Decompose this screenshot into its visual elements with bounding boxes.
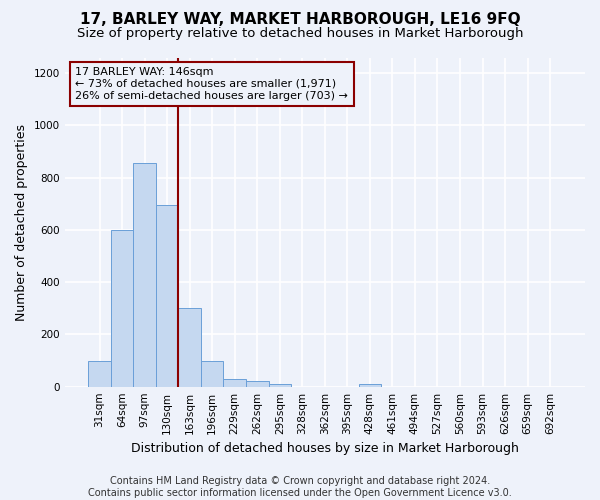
Bar: [359, 384, 381, 386]
Bar: [201, 360, 223, 386]
Bar: [223, 379, 246, 386]
Y-axis label: Number of detached properties: Number of detached properties: [15, 124, 28, 320]
Bar: [246, 382, 269, 386]
Text: Size of property relative to detached houses in Market Harborough: Size of property relative to detached ho…: [77, 28, 523, 40]
Bar: [178, 308, 201, 386]
Bar: [269, 384, 291, 386]
Text: 17, BARLEY WAY, MARKET HARBOROUGH, LE16 9FQ: 17, BARLEY WAY, MARKET HARBOROUGH, LE16 …: [80, 12, 520, 28]
Bar: [133, 164, 156, 386]
Text: Contains HM Land Registry data © Crown copyright and database right 2024.
Contai: Contains HM Land Registry data © Crown c…: [88, 476, 512, 498]
Bar: [156, 205, 178, 386]
Bar: [111, 230, 133, 386]
X-axis label: Distribution of detached houses by size in Market Harborough: Distribution of detached houses by size …: [131, 442, 519, 455]
Bar: [88, 360, 111, 386]
Text: 17 BARLEY WAY: 146sqm
← 73% of detached houses are smaller (1,971)
26% of semi-d: 17 BARLEY WAY: 146sqm ← 73% of detached …: [75, 68, 348, 100]
